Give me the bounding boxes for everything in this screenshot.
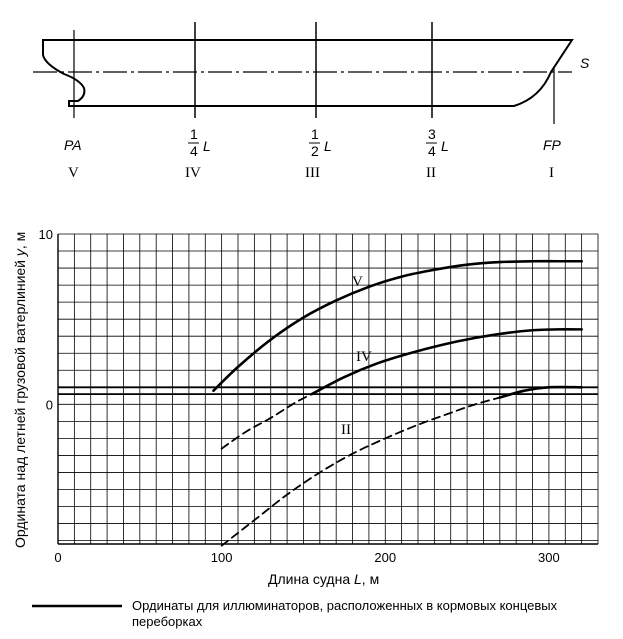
curve-label-ii: II (341, 422, 351, 438)
x-axis-label: Длина судна L, м (268, 571, 379, 587)
series-line-ii-dashed (220, 396, 501, 547)
series-line-iv-solid (310, 328, 583, 396)
station-den-half: 2 (311, 143, 319, 159)
y-tick-label: 10 (39, 227, 53, 242)
ship-profile (33, 22, 574, 124)
station-roman-v: V (68, 165, 79, 181)
station-num-half: 1 (311, 126, 319, 142)
x-tick-label: 100 (211, 550, 233, 565)
chart-grid (57, 233, 599, 544)
curve-label-iv: IV (356, 349, 372, 365)
chart-ticks: 0 100 200 300 0 10 (39, 227, 560, 565)
station-label-quarter: L (203, 138, 211, 154)
station-den-three-quarter: 4 (428, 143, 436, 159)
y-axis-label: Ордината над летней грузовой ватерлинией… (12, 232, 28, 548)
series-line-v-solid (212, 259, 583, 393)
chart-curves (212, 259, 583, 547)
station-label-half: L (324, 138, 332, 154)
station-num-quarter: 1 (190, 126, 198, 142)
station-roman-i: I (549, 165, 554, 181)
curve-label-v: V (352, 274, 363, 290)
station-roman-ii: II (426, 165, 436, 181)
station-roman-iv: IV (185, 165, 201, 181)
series-line-ii-solid (498, 385, 583, 399)
station-num-three-quarter: 3 (428, 126, 436, 142)
station-roman-iii: III (305, 165, 320, 181)
station-den-quarter: 4 (190, 143, 198, 159)
station-label-fp: FP (543, 137, 562, 153)
waterline-label: S (580, 55, 590, 71)
series-line-iv-dashed (220, 393, 313, 450)
station-label-pa: PA (64, 137, 82, 153)
chart-axes (57, 234, 598, 545)
legend-text: Ординаты для иллюминаторов, расположенны… (132, 598, 558, 629)
hull-outline (42, 39, 574, 107)
y-tick-label: 0 (46, 397, 53, 412)
station-label-three-quarter: L (441, 138, 449, 154)
x-tick-label: 0 (54, 550, 61, 565)
x-tick-label: 200 (374, 550, 396, 565)
station-labels: PA 1 4 L 1 2 L 3 4 L FP V IV III II I (64, 126, 562, 181)
x-tick-label: 300 (538, 550, 560, 565)
